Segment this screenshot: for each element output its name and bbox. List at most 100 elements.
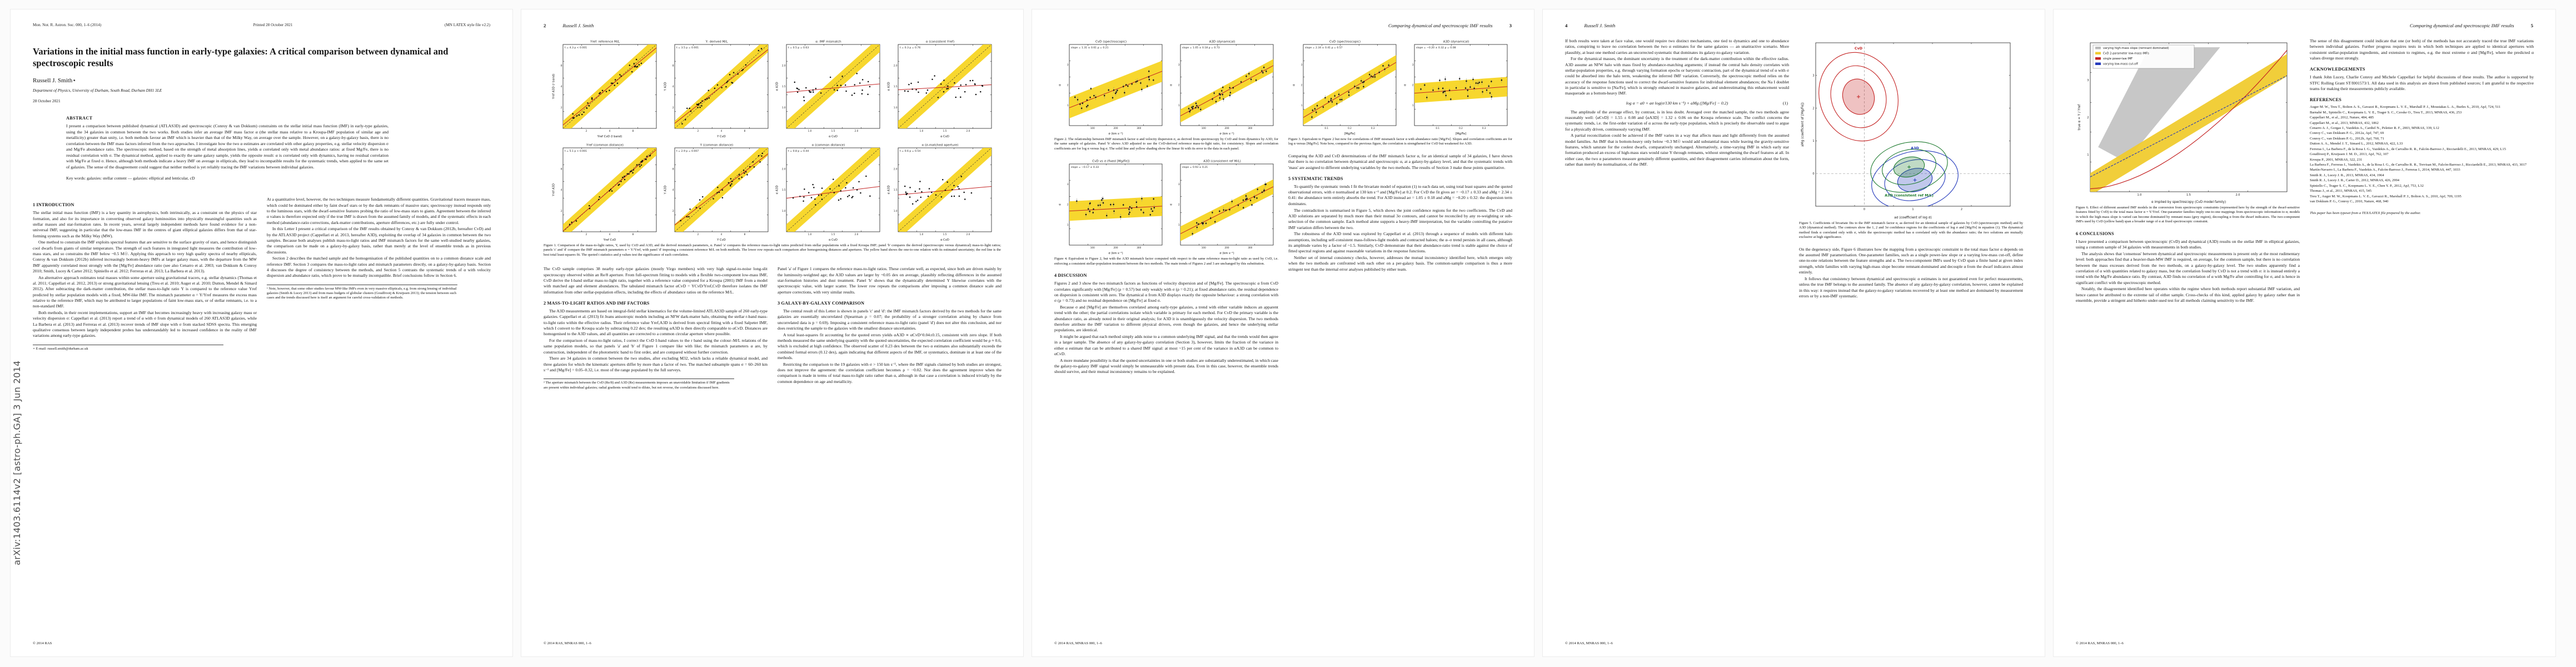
svg-text:α CvD: α CvD	[940, 238, 949, 242]
svg-text:slope = 2.34 ± 0.41 ρ = 0.57: slope = 2.34 ± 0.41 ρ = 0.57	[1305, 46, 1343, 49]
svg-text:α: α	[1169, 84, 1173, 86]
svg-text:0.2: 0.2	[1459, 127, 1463, 130]
svg-text:2: 2	[585, 233, 587, 236]
svg-text:t = 4.3 p < 0.001: t = 4.3 p < 0.001	[565, 46, 587, 49]
paragraph: The CvD sample comprises 38 nearby early…	[544, 266, 768, 295]
svg-text:8: 8	[560, 167, 562, 170]
figure-panel: α: IMF mismatch 1.0 1.5 2.0 1.0 1.5 2.0 t = 0.5…	[774, 38, 883, 138]
reference-entry: Auger M. W., Treu T., Bolton A. S., Gava…	[2310, 105, 2501, 109]
text-columns: 1 INTRODUCTION The stellar initial mass f…	[33, 197, 491, 355]
svg-text:1.5: 1.5	[893, 85, 897, 88]
svg-text:3: 3	[1301, 63, 1302, 66]
paragraph: An alternative approach estimates total …	[33, 275, 257, 309]
figure-plot: 0 1 2 0 1 2 3 CvD A3D A3D (consistent ref M/L) aσ …	[1799, 38, 2015, 220]
figure-plot: 1.0 1.5 2.0 1 2 3 varying high-mass slope (rem…	[2076, 38, 2291, 204]
svg-text:single power-law IMF: single power-law IMF	[2103, 57, 2132, 61]
paragraph: Section 2 describes the matched sample a…	[267, 256, 491, 278]
paragraph: Because σ and [Mg/Fe] are themselves cor…	[1054, 305, 1278, 333]
svg-text:2: 2	[1412, 84, 1413, 87]
svg-text:100: 100	[1090, 127, 1094, 130]
reference-entry: Conroy C., van Dokkum P. G., 2012b, ApJ,…	[2310, 136, 2384, 141]
svg-text:1: 1	[1912, 208, 1914, 211]
svg-text:1.0: 1.0	[808, 233, 811, 236]
paragraph: The analysis shows that 'consensus' betw…	[2076, 251, 2300, 285]
svg-text:α A3D: α A3D	[887, 82, 890, 91]
svg-text:σ (km s⁻¹): σ (km s⁻¹)	[1219, 132, 1234, 136]
page-number: 3	[1509, 23, 1512, 28]
svg-text:300: 300	[1248, 127, 1252, 130]
paragraph: If both results were taken at face value…	[1565, 38, 1789, 55]
figure-panel-grid: CvD vs σ (fixed [Mg/Fe]) 100 200 300 1 2 3 slop…	[1054, 158, 1278, 256]
figure-caption: Figure 3. Equivalent to Figure 2 but now…	[1288, 137, 1512, 146]
svg-text:α: IMF mismatch: α: IMF mismatch	[815, 41, 841, 44]
page-4: 4 Russell J. Smith If both results were …	[1542, 9, 2045, 657]
svg-text:100: 100	[1201, 127, 1205, 130]
figure-caption: Figure 4. Equivalent to Figure 2, but wi…	[1054, 257, 1278, 266]
running-title: Comparing dynamical and spectroscopic IM…	[1388, 23, 1493, 28]
paragraph: I thank John Lucey, Charlie Conroy and M…	[2310, 74, 2534, 91]
reference-entry: Smith R. J., Lucey J. R., Carter D., 201…	[2310, 178, 2400, 183]
svg-text:α: α	[1292, 84, 1296, 86]
svg-text:2: 2	[672, 210, 674, 212]
svg-text:2.0: 2.0	[966, 130, 970, 132]
paragraph: A total least-squares fit accounting for…	[778, 332, 1001, 360]
page-3: Comparing dynamical and spectroscopic IM…	[1032, 9, 1534, 657]
svg-text:t = 3.5 p = 0.001: t = 3.5 p = 0.001	[676, 46, 699, 49]
paragraph: Panel 'a' of Figure 1 compares the refer…	[778, 266, 1001, 295]
svg-text:Υref CvD (I band): Υref CvD (I band)	[596, 135, 621, 138]
paragraph: The A3D measurements are based on integr…	[544, 308, 768, 337]
reference-entry: Cappellari M., et al., 2012, Nature, 484…	[2310, 116, 2374, 120]
column-left: 1 INTRODUCTION The stellar initial mass f…	[33, 197, 257, 355]
page-footer: © 2014 RAS, MNRAS 000, 1–6	[2076, 641, 2124, 645]
svg-text:[Mg/Fe]: [Mg/Fe]	[1344, 132, 1354, 136]
running-title: Russell J. Smith	[562, 23, 594, 28]
svg-text:σ (km s⁻¹): σ (km s⁻¹)	[1108, 132, 1123, 136]
text-columns: 1.0 1.5 2.0 1 2 3 varying high-mass slope (rem…	[2076, 38, 2534, 305]
svg-text:α A3D: α A3D	[775, 82, 779, 91]
svg-text:2.0: 2.0	[854, 130, 858, 132]
svg-text:1.5: 1.5	[943, 130, 946, 132]
svg-text:0.3: 0.3	[1482, 127, 1486, 130]
column-right: 0 1 2 0 1 2 3 CvD A3D A3D (consistent ref M/L) aσ …	[1799, 38, 2023, 300]
paragraph: It follows that consistency between dyna…	[1799, 276, 2023, 298]
svg-text:2: 2	[585, 130, 587, 132]
svg-text:A3D (dynamical): A3D (dynamical)	[1209, 41, 1235, 44]
svg-text:Υ (common distance): Υ (common distance)	[699, 144, 733, 147]
svg-text:CvD: CvD	[1855, 46, 1862, 51]
figure-panel: α (consistent Υref) 1.0 1.5 2.0 1.0 1.5 2.0 t =…	[885, 38, 994, 138]
svg-text:CvD (spectroscopic): CvD (spectroscopic)	[1095, 41, 1126, 44]
abstract-label: ABSTRACT	[66, 116, 93, 121]
svg-text:α (σ-matched aperture): α (σ-matched aperture)	[921, 144, 958, 147]
equation-body: log α = a0 + aσ log(σ/130 km s⁻¹) + aMg …	[1626, 100, 1728, 106]
reference-list: Auger M. W., Treu T., Bolton A. S., Gava…	[2310, 105, 2534, 204]
svg-text:1.5: 1.5	[2186, 193, 2191, 197]
figure-panel: α (σ-matched aperture) 1.0 1.5 2.0 1.0 1.5 2.0…	[885, 142, 994, 242]
svg-text:2: 2	[1178, 203, 1179, 206]
paragraph: The robustness of the A3D trend was expl…	[1288, 231, 1512, 254]
figure-panel: A3D (consistent ref M/L) 100 200 300 1 2 3 slop…	[1168, 158, 1276, 256]
svg-text:Υref: reference M/L: Υref: reference M/L	[590, 41, 620, 44]
section-heading: 6 CONCLUSIONS	[2076, 231, 2114, 236]
svg-text:3: 3	[2087, 79, 2089, 82]
figure-caption: Figure 2. The relationship between IMF m…	[1054, 137, 1278, 151]
reference-entry: Dutton A. A., Mendel J. T., Simard L., 2…	[2310, 142, 2403, 146]
svg-text:1: 1	[1178, 104, 1179, 107]
svg-text:σ (km s⁻¹): σ (km s⁻¹)	[1219, 252, 1234, 255]
author-affiliation: Department of Physics, University of Dur…	[33, 88, 162, 93]
svg-text:8: 8	[632, 233, 634, 236]
svg-text:t = 2.9 p = 0.007: t = 2.9 p = 0.007	[676, 150, 699, 153]
figure-panel: Υ: derived M/L 2 4 8 2 4 8 t = 3.5 p = 0.001 Υ C…	[662, 38, 771, 138]
footnote: ⋆ E-mail: russell.smith@durham.ac.uk	[33, 344, 223, 351]
svg-text:α: α	[1403, 84, 1407, 86]
svg-text:t = 0.8 p = 0.44: t = 0.8 p = 0.44	[788, 150, 809, 153]
svg-text:α: α	[1169, 203, 1173, 206]
svg-text:8: 8	[672, 167, 674, 170]
paragraph: The sense of this disagreement could ind…	[2310, 38, 2534, 61]
svg-text:Υref (common distance): Υref (common distance)	[586, 144, 624, 147]
svg-text:1: 1	[1412, 104, 1413, 107]
figure-fig5: 0 1 2 0 1 2 3 CvD A3D A3D (consistent ref M/L) aσ …	[1799, 38, 2023, 220]
svg-text:4: 4	[720, 233, 722, 236]
svg-text:4: 4	[609, 130, 610, 132]
text-columns: CvD (spectroscopic) 100 200 300 1 2 3 slope = 1…	[1054, 38, 1512, 376]
svg-text:Υref CvD: Υref CvD	[602, 238, 616, 242]
